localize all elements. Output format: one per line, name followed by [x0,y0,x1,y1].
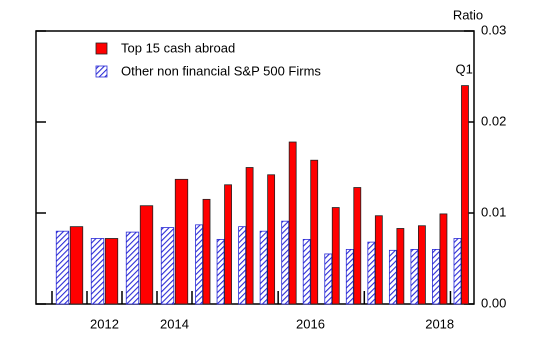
bar [388,249,397,305]
bar [281,220,290,305]
bar [55,230,70,305]
bar [367,241,376,305]
bar [238,226,246,305]
bar [345,248,354,305]
bar [310,159,319,305]
bar [216,238,225,305]
annotation: Q1 [456,61,473,76]
bar [288,141,297,305]
bar [104,238,119,305]
legend-label: Other non financial S&P 500 Firms [121,63,321,78]
bar [439,213,448,305]
bar [139,205,154,305]
bar [353,187,362,305]
bar [202,198,211,305]
bar [224,184,232,305]
y-tick-label: 0.02 [481,113,506,128]
y-tick-label: 0.01 [481,204,506,219]
plot-frame [35,30,475,305]
bar [245,167,254,305]
bar [259,230,268,305]
legend-label: Top 15 cash abroad [121,40,235,55]
x-tick-label: 2016 [296,316,325,331]
bar [461,85,469,305]
y-tick-label: 0.03 [481,22,506,37]
x-tick-label: 2012 [90,316,119,331]
frame [35,30,475,305]
bar [418,225,426,305]
bar [453,238,462,305]
y-axis-label: Ratio [453,7,483,22]
bar [432,248,440,305]
bar [374,215,383,305]
bar [324,253,333,305]
x-tick-label: 2018 [425,316,454,331]
bar [125,231,140,305]
y-tick-label: 0.00 [481,295,506,310]
bar [410,248,419,305]
bar [267,174,276,305]
bar [302,238,311,305]
bar [69,226,84,305]
bar [174,178,189,305]
x-tick-label: 2014 [160,316,189,331]
legend-swatch [95,42,108,55]
bar [195,224,203,305]
bar [160,227,175,305]
legend-swatch [95,65,108,78]
bar [396,228,405,305]
bar [331,207,340,305]
bar [90,238,105,305]
